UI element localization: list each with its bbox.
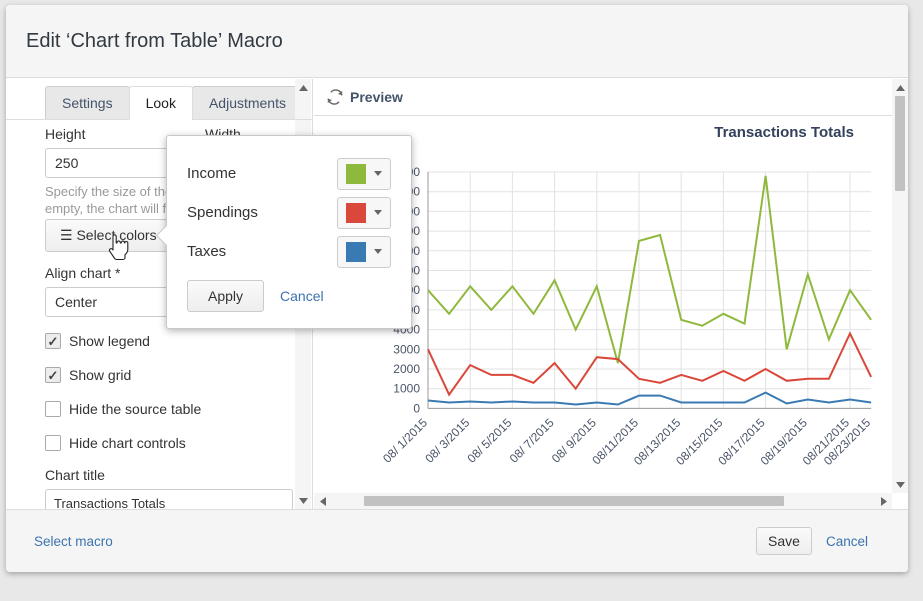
- svg-text:08/ 5/2015: 08/ 5/2015: [465, 415, 515, 465]
- svg-text:2000: 2000: [393, 362, 420, 376]
- svg-text:08/ 3/2015: 08/ 3/2015: [422, 415, 472, 465]
- svg-text:08/ 1/2015: 08/ 1/2015: [380, 415, 430, 465]
- svg-text:Transactions Totals: Transactions Totals: [714, 124, 854, 141]
- svg-text:0: 0: [413, 401, 420, 415]
- svg-text:3000: 3000: [393, 342, 420, 356]
- svg-text:1000: 1000: [393, 382, 420, 396]
- svg-text:08/ 7/2015: 08/ 7/2015: [507, 415, 557, 465]
